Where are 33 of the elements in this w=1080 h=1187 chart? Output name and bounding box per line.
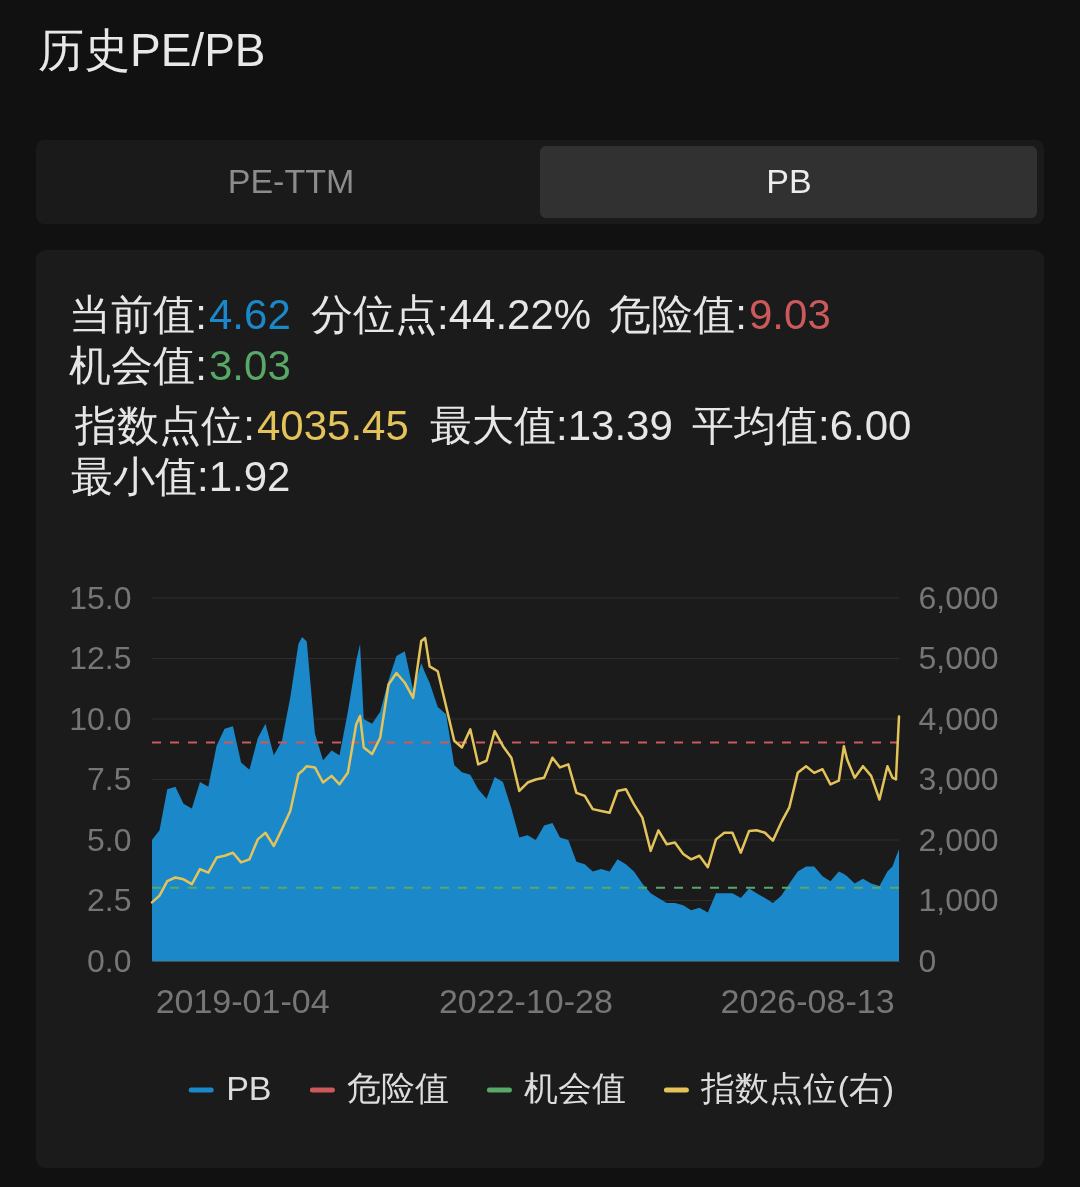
y-tick-label: 12.5: [69, 640, 132, 676]
text: 最小值:1.92: [71, 453, 291, 500]
legend-label: 危险值: [347, 1069, 450, 1107]
legend-label: 指数点位(右): [700, 1069, 895, 1107]
y-tick-label: 15.0: [69, 579, 132, 616]
y2-tick-label: 1,000: [918, 882, 999, 918]
chart-title: 历史PE/PB: [38, 24, 266, 76]
text: 当前值:4.62: [69, 291, 291, 338]
text: PE-TTM: [227, 162, 355, 200]
y-tick-label: 10.0: [69, 700, 132, 737]
text: 机会值:3.03: [69, 342, 291, 389]
text: 指数点位:4035.45: [74, 402, 409, 449]
y2-tick-label: 6,000: [918, 579, 999, 616]
y2-tick-label: 2,000: [918, 821, 999, 858]
y-tick-label: 2.5: [87, 882, 132, 918]
legend-label: PB: [226, 1069, 272, 1107]
x-tick-label: 2022-10-28: [438, 981, 613, 1020]
y-tick-label: 0.0: [87, 942, 132, 979]
y2-tick-label: 3,000: [918, 761, 999, 797]
y2-tick-label: 5,000: [918, 640, 999, 676]
line-series: [150, 636, 901, 904]
x-tick-label: 2019-01-04: [155, 981, 330, 1020]
y-tick-label: 5.0: [87, 821, 132, 858]
x-tick-label: 2026-08-13: [720, 981, 895, 1020]
y-tick-label: 7.5: [87, 761, 132, 797]
text: PB: [766, 162, 812, 200]
legend-label: 机会值: [524, 1069, 627, 1107]
y2-tick-label: 4,000: [918, 700, 999, 737]
text: 分位点:44.22%: [311, 291, 592, 338]
y2-tick-label: 0: [918, 942, 937, 979]
text: 最大值:13.39: [430, 402, 673, 449]
text: 危险值:9.03: [609, 291, 831, 338]
text: 平均值:6.00: [692, 402, 912, 449]
